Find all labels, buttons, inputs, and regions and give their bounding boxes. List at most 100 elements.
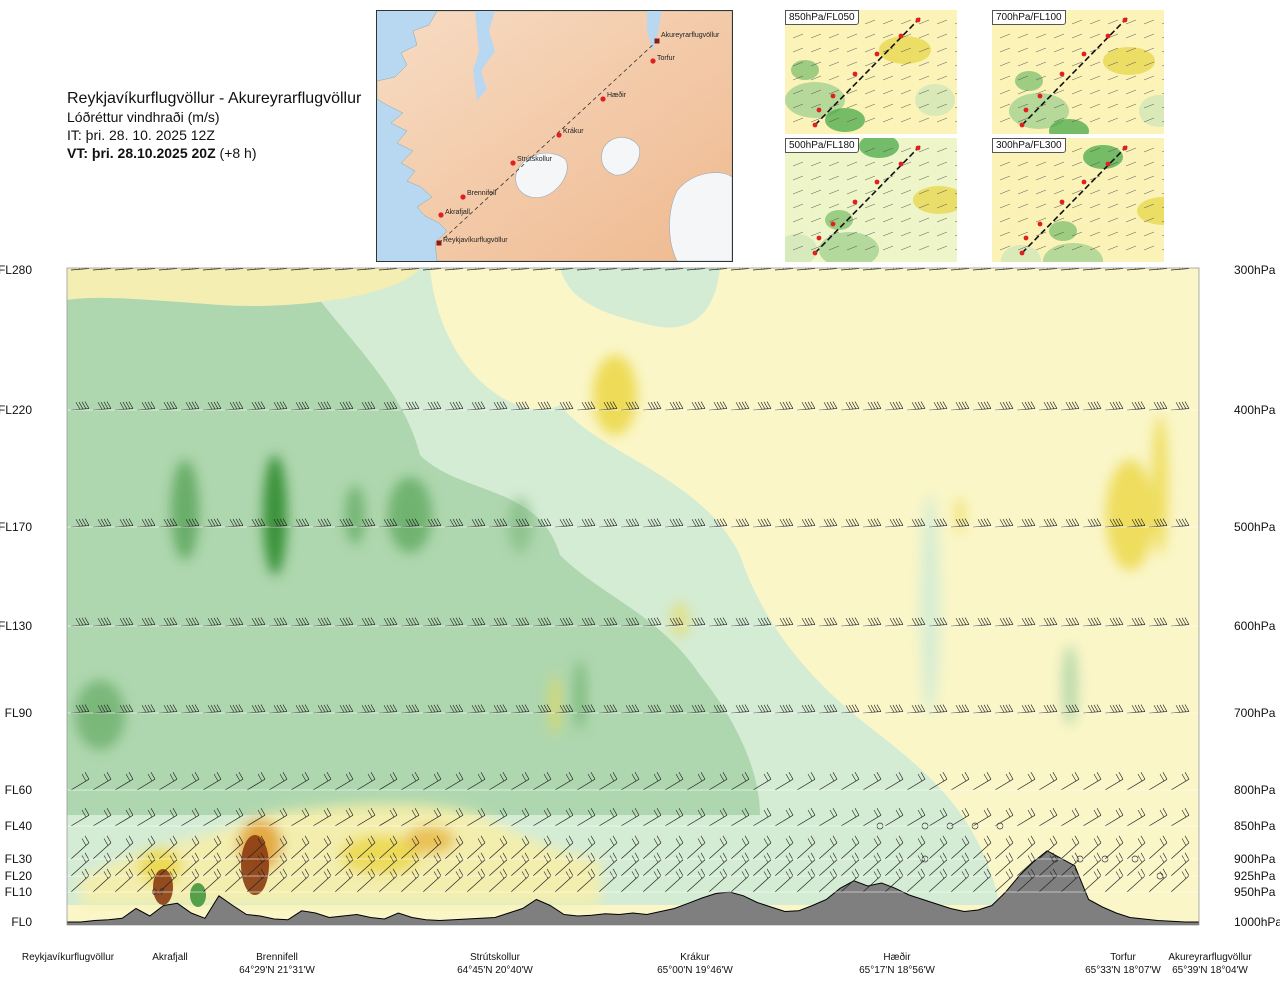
wind-barb	[202, 868, 222, 893]
barb-feather	[719, 838, 725, 846]
barb-feather	[650, 617, 656, 626]
barb-feather	[125, 809, 131, 818]
barb-feather	[1162, 808, 1168, 816]
barb-feather	[713, 705, 719, 713]
mini-wind-barb	[1161, 206, 1164, 209]
barb-feather	[892, 401, 898, 410]
barb-feather	[911, 705, 917, 713]
mini-wind-barb	[810, 203, 822, 209]
barb-feather	[631, 871, 637, 879]
level-map-300[interactable]: 300hPa/FL300	[992, 138, 1164, 262]
mini-wind-barb	[828, 217, 840, 223]
barb-feather	[587, 704, 593, 712]
barb-feather	[430, 401, 436, 410]
barb-feather	[518, 704, 524, 713]
wind-barb	[598, 835, 618, 860]
barb-feather	[1052, 772, 1058, 780]
barb-feather	[898, 704, 904, 712]
mini-wind-barb	[954, 106, 957, 109]
mini-wind-barb	[1053, 75, 1065, 81]
barb-feather	[653, 617, 659, 625]
barb-feather	[348, 518, 354, 526]
wind-barb	[444, 704, 464, 714]
wind-barb	[686, 772, 706, 791]
barb-feather	[612, 518, 618, 526]
wind-barb	[422, 808, 442, 827]
mini-wind-barb	[1017, 89, 1029, 95]
barb-feather	[581, 402, 587, 410]
barb-feather	[609, 704, 615, 712]
barb-feather	[125, 704, 131, 712]
barb-feather	[1181, 871, 1187, 879]
barb-feather	[650, 401, 656, 410]
barb-feather	[568, 518, 574, 526]
barb-feather	[433, 809, 439, 818]
barb-feather	[106, 835, 112, 843]
mini-field-blob	[785, 234, 817, 262]
barb-feather	[543, 773, 549, 782]
barb-feather	[1046, 704, 1052, 713]
mini-wind-barb	[1035, 217, 1047, 223]
barb-feather	[986, 835, 992, 843]
mini-wind-barb	[792, 47, 804, 53]
barb-feather	[147, 838, 153, 846]
wind-barb	[1060, 772, 1080, 791]
barb-feather	[829, 838, 835, 846]
mini-wind-barb	[792, 231, 804, 237]
barb-feather	[191, 704, 197, 712]
barb-feather	[917, 518, 923, 526]
mini-wind-barb	[954, 234, 957, 237]
barb-feather	[826, 518, 832, 527]
mini-wind-barb	[792, 203, 804, 209]
barb-feather	[1049, 401, 1055, 409]
barb-feather	[634, 808, 640, 816]
pressure-level-tick: 500hPa	[1234, 520, 1276, 534]
barb-feather	[851, 704, 857, 712]
barb-feather	[873, 617, 879, 625]
barb-feather	[84, 617, 90, 625]
wind-barb	[1148, 772, 1168, 791]
level-map-850[interactable]: 850hPa/FL050	[785, 10, 957, 134]
barb-feather	[260, 617, 266, 625]
barb-feather	[716, 401, 722, 410]
wind-barb	[928, 772, 948, 791]
mini-wind-barb	[1053, 103, 1065, 109]
mini-wind-barb	[1071, 47, 1083, 53]
barb-feather	[392, 518, 398, 526]
barb-feather	[986, 704, 992, 712]
field-region-yellow-top	[67, 268, 420, 306]
barb-feather	[757, 519, 763, 527]
barb-feather	[939, 871, 945, 879]
barb-feather	[308, 268, 310, 269]
barb-feather	[537, 402, 543, 410]
wind-barb	[994, 835, 1014, 860]
barb-feather	[499, 617, 505, 625]
level-map-700[interactable]: 700hPa/FL100	[992, 10, 1164, 134]
barb-feather	[524, 518, 530, 526]
barb-feather	[691, 618, 697, 626]
barb-feather	[823, 402, 829, 410]
barb-feather	[851, 838, 857, 846]
barb-feather	[880, 268, 882, 269]
barb-feather	[122, 518, 128, 527]
wind-barb	[1170, 808, 1190, 827]
barb-feather	[150, 772, 156, 780]
barb-feather	[295, 705, 301, 713]
barb-feather	[606, 518, 612, 527]
barb-feather	[125, 838, 131, 846]
wind-barb	[1126, 835, 1146, 860]
barb-feather	[581, 519, 587, 527]
barb-feather	[147, 518, 153, 526]
barb-feather	[521, 871, 527, 879]
level-map-500[interactable]: 500hPa/FL180	[785, 138, 957, 262]
mini-wind-barb	[1071, 75, 1083, 81]
wind-barb	[664, 868, 684, 893]
barb-feather	[286, 268, 288, 269]
downdraft-cell	[1106, 460, 1154, 570]
map-fjord-north	[647, 11, 662, 51]
barb-feather	[119, 705, 125, 713]
barb-feather	[895, 518, 901, 526]
barb-feather	[832, 808, 838, 816]
mini-wind-barb	[936, 117, 948, 123]
flight-level-tick: FL280	[0, 263, 32, 277]
